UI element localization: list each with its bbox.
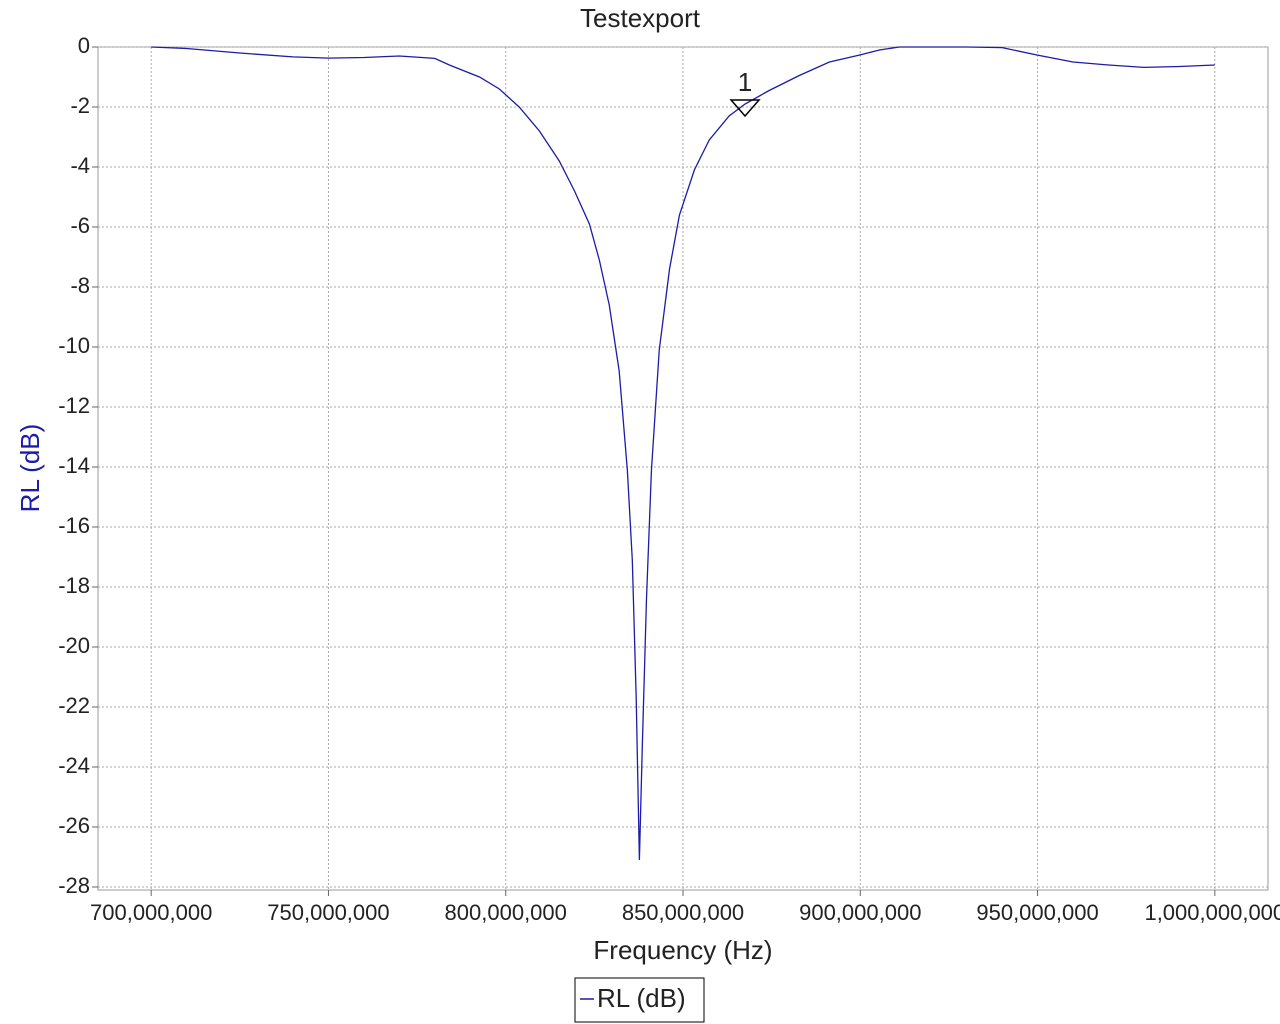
y-tick-label: -10 [58, 333, 90, 358]
y-tick-label: -28 [58, 873, 90, 898]
y-tick-label: -2 [70, 93, 90, 118]
legend-box [574, 977, 705, 1023]
y-tick-label: -6 [70, 213, 90, 238]
x-axis-label: Frequency (Hz) [593, 935, 772, 965]
y-tick-label: -20 [58, 633, 90, 658]
marker [729, 99, 761, 118]
x-tick-label: 800,000,000 [445, 900, 567, 925]
y-tick-label: -18 [58, 573, 90, 598]
chart-title: Testexport [580, 3, 701, 33]
y-tick-label: -22 [58, 693, 90, 718]
data-line [151, 46, 1215, 861]
y-tick-label: -8 [70, 273, 90, 298]
x-tick-label: 700,000,000 [90, 900, 212, 925]
y-tick-label: -12 [58, 393, 90, 418]
y-tick-label: -4 [70, 153, 90, 178]
x-tick-label: 900,000,000 [799, 900, 921, 925]
y-tick-label: -24 [58, 753, 90, 778]
x-tick-label: 1,000,000,000 [1144, 900, 1280, 925]
legend-label: RL (dB) [597, 983, 686, 1013]
x-tick-label: 850,000,000 [622, 900, 744, 925]
y-tick-label: -26 [58, 813, 90, 838]
y-tick-label: -14 [58, 453, 90, 478]
y-tick-label: 0 [78, 33, 90, 58]
x-tick-label: 750,000,000 [267, 900, 389, 925]
marker-label: 1 [738, 67, 752, 97]
y-tick-label: -16 [58, 513, 90, 538]
y-axis-label: RL (dB) [15, 424, 45, 513]
x-tick-label: 950,000,000 [976, 900, 1098, 925]
